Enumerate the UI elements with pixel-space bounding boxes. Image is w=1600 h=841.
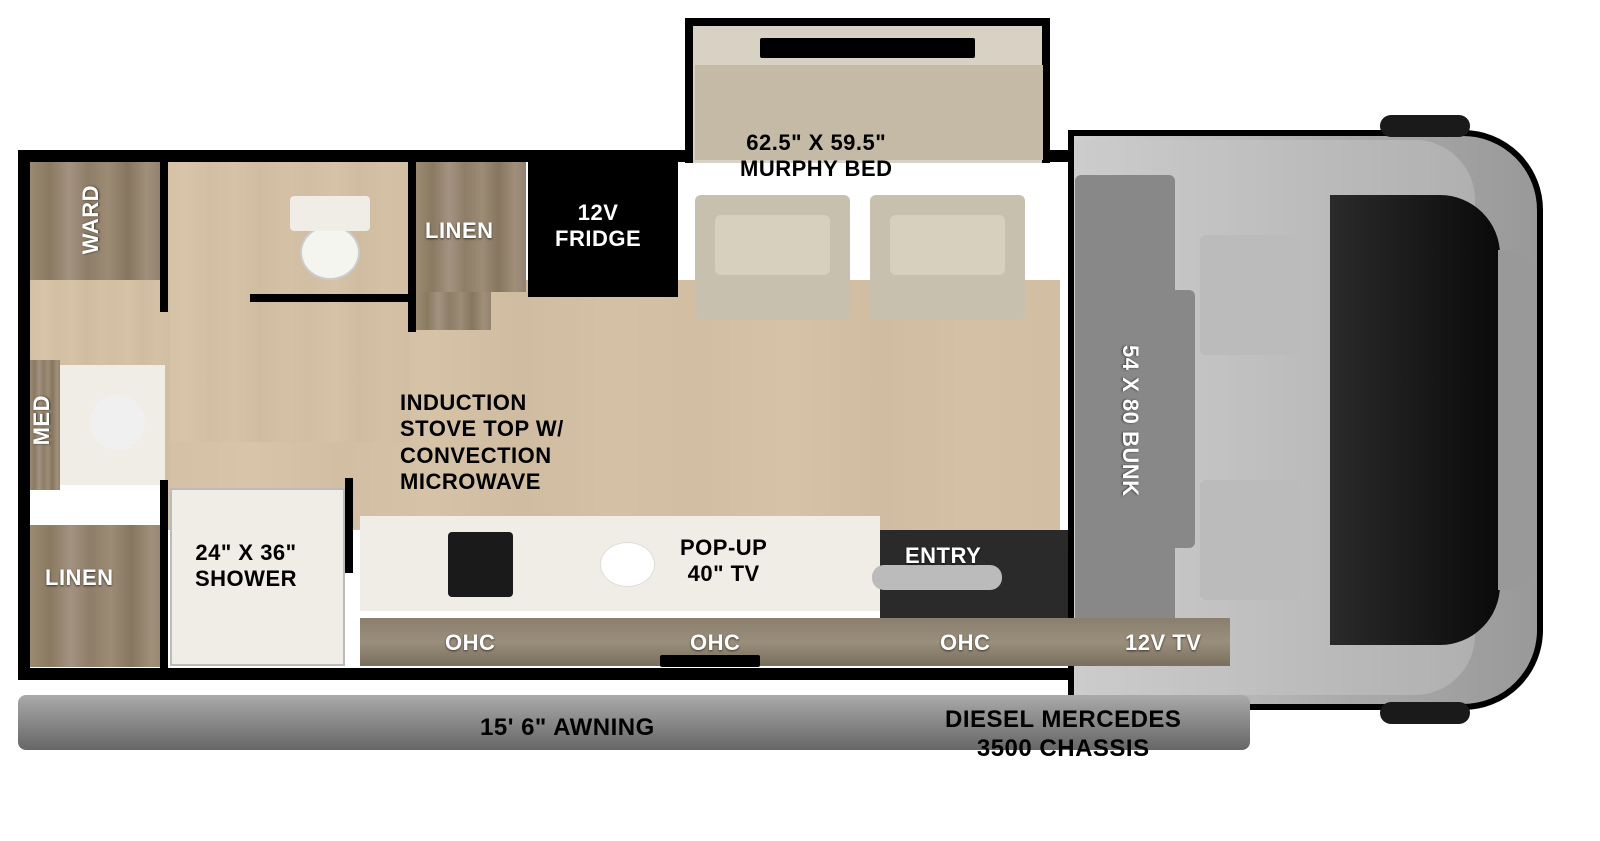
vanity-sink xyxy=(90,395,145,450)
bath-wall xyxy=(160,162,168,312)
label-12v-tv: 12V TV xyxy=(1125,630,1201,656)
label-fridge: 12VFRIDGE xyxy=(555,200,641,253)
label-entry: ENTRY xyxy=(905,543,981,569)
label-linen-bl: LINEN xyxy=(45,565,114,591)
hood xyxy=(1498,250,1536,590)
label-linen-top: LINEN xyxy=(425,218,494,244)
label-chassis: DIESEL MERCEDES3500 CHASSIS xyxy=(945,706,1181,764)
stove-top xyxy=(448,532,513,597)
bath-wall-bot xyxy=(160,480,168,670)
wall-bottom xyxy=(18,668,1068,680)
label-ohc1: OHC xyxy=(445,630,495,656)
tire-front-top xyxy=(1380,115,1470,137)
toilet-tank xyxy=(290,196,370,231)
label-shower: 24" X 36"SHOWER xyxy=(195,540,297,593)
kitchen-wall-l xyxy=(408,162,416,332)
counter-by-fridge xyxy=(416,292,491,330)
driver-seat xyxy=(1200,480,1300,600)
label-murphy-bed: 62.5" X 59.5"MURPHY BED xyxy=(740,130,893,183)
label-stove: INDUCTIONSTOVE TOP W/CONVECTIONMICROWAVE xyxy=(400,390,564,496)
tire-front-bottom xyxy=(1380,702,1470,724)
label-popup-tv: POP-UP40" TV xyxy=(680,535,767,588)
passenger-seat xyxy=(1200,235,1300,355)
label-ohc3: OHC xyxy=(940,630,990,656)
floor-bath xyxy=(160,162,410,442)
seat-left-back xyxy=(715,215,830,275)
label-bunk: 54 X 80 BUNK xyxy=(1117,345,1143,497)
slideout-tv xyxy=(760,38,975,58)
kitchen-sink xyxy=(600,542,655,587)
seat-right-back xyxy=(890,215,1005,275)
label-med: MED xyxy=(29,395,55,445)
label-ohc2: OHC xyxy=(690,630,740,656)
toilet xyxy=(300,225,360,280)
wall-top-right xyxy=(1050,150,1070,162)
label-awning: 15' 6" AWNING xyxy=(480,714,655,742)
tv-frame-bottom xyxy=(660,655,760,667)
label-ward: WARD xyxy=(78,185,104,254)
wall-top xyxy=(18,150,688,162)
linen-bl xyxy=(30,525,165,667)
bunk-ext xyxy=(1160,290,1195,548)
toilet-wall xyxy=(250,294,410,302)
windshield xyxy=(1330,195,1500,645)
shower-wall-r xyxy=(345,478,353,573)
